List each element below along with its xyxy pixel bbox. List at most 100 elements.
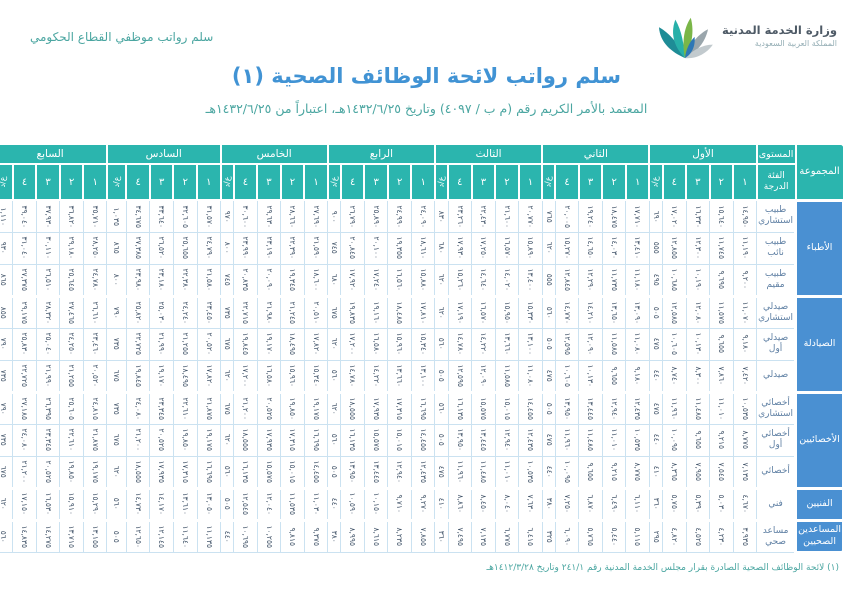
allowance-cell: ٥٦٠ xyxy=(327,423,342,457)
salary-cell: ٣٢,٦٠٥ xyxy=(172,199,198,233)
salary-cell: ١٧,٩٣٥ xyxy=(256,423,282,457)
salary-cell: ١١,٧٤٥ xyxy=(709,231,734,265)
allowance-cell: ٥٦٠ xyxy=(220,455,235,490)
salary-cell: ١٢,٩٤٠ xyxy=(494,423,520,457)
allowance-header: ع/د xyxy=(648,163,664,201)
allowance-cell: ٥٦٠ xyxy=(434,391,449,425)
salary-cell: ٩,٦٥٥ xyxy=(709,327,734,361)
step-header: ٢ xyxy=(601,163,627,201)
salary-cell: ١٤,٧٣٠ xyxy=(125,487,151,522)
salary-cell: ٨,٠٤٠ xyxy=(494,487,520,522)
salary-cell: ٢٦,٣٩٥ xyxy=(35,391,61,425)
salary-cell: ٢٣,٩٩٠ xyxy=(233,231,258,265)
salary-cell: ٢٦,٥٢٠ xyxy=(149,231,174,265)
salary-cell: ٢١,٢٥٥ xyxy=(59,359,84,394)
salary-cell: ١٤,٦٤٠ xyxy=(471,263,496,298)
category-cell: أخصائي xyxy=(756,455,797,490)
salary-cell: ٨,٧٧٥ xyxy=(732,423,758,457)
category-cell: صيدلي أول xyxy=(756,327,797,361)
salary-cell: ١٢,٥٩٥ xyxy=(447,359,473,394)
salary-cell: ١٢,٠٩٠ xyxy=(578,327,603,361)
salary-cell: ١٠,١٣٠ xyxy=(685,327,711,361)
allowance-cell: ٤٤٠ xyxy=(541,455,556,490)
salary-cell: ٥,٠٣٠ xyxy=(709,487,734,522)
salary-cell: ١٧,٧١٠ xyxy=(625,199,650,233)
group-cell: الأطباء xyxy=(794,198,845,298)
ministry-palm-logo-icon xyxy=(658,17,713,59)
allowance-cell: ٦٢٠ xyxy=(220,423,235,457)
step-header: ٤ xyxy=(125,163,151,201)
allowance-cell: ٧٣٥ xyxy=(106,391,127,425)
salary-cell: ١٠,١٣٠ xyxy=(578,359,603,394)
allowance-cell: ٨٦٥ xyxy=(106,231,127,265)
salary-cell: ١١,١٨٠ xyxy=(625,263,650,298)
salary-cell: ٢٠,٠٠٥ xyxy=(554,199,580,233)
salary-cell: ٩,٦٥٥ xyxy=(601,359,627,394)
salary-cell: ١٧,٩٣٥ xyxy=(363,391,389,425)
salary-cell: ٥,٤٤٠ xyxy=(601,519,627,553)
salary-cell: ١٠,٦٠٥ xyxy=(554,359,580,394)
group-cell: المساعدين الصحيين xyxy=(794,518,845,554)
table-row: الفنيين فني ٤,٦٧٠ ٥,٠٣٠ ٥,٣٩٠ ٥,٧٥٠ ٣٦٠ ٦,١١٠ ٦,… xyxy=(0,486,845,522)
salary-cell: ٢٣,٢٦٠ xyxy=(447,199,473,233)
category-cell: صيدلي استشاري xyxy=(756,295,797,329)
step-header: ٤ xyxy=(339,163,366,201)
step-header: ٣ xyxy=(685,163,711,201)
salary-cell: ١٤,٠٣٠ xyxy=(601,231,627,265)
salary-cell: ٢٠,٨٣٥ xyxy=(233,263,258,298)
allowance-cell: ٧٣٥ xyxy=(0,423,14,457)
salary-cell: ٣٤,٦٧٥ xyxy=(125,199,151,233)
salary-cell: ٧,١٣٥ xyxy=(732,455,758,490)
salary-cell: ١١,٤٨٥ xyxy=(471,455,496,490)
salary-cell: ٢٠,٥٢٠ xyxy=(196,327,222,361)
allowance-cell: ٥٦٠ xyxy=(106,487,127,522)
allowance-cell: ٧٣٥ xyxy=(106,327,127,361)
salary-cell: ٢٥,٨٢٠ xyxy=(125,295,151,329)
category-cell: طبيب استشاري xyxy=(756,199,797,233)
salary-cell: ٧,٥٤٥ xyxy=(709,455,734,490)
salary-cell: ٢٧,٦٩٠ xyxy=(303,199,329,233)
salary-cell: ١٧,١٥٠ xyxy=(12,487,37,522)
salary-cell: ١٦,٥٨٠ xyxy=(256,359,282,394)
group-column-header: المجموعة xyxy=(794,143,845,201)
salary-cell: ١٨,٥٥٥ xyxy=(340,391,365,425)
salary-cell: ١٨,٦١٠ xyxy=(410,231,436,265)
salary-cell: ١٤,٤٥٥ xyxy=(518,391,543,425)
allowance-cell: ٦٧٥ xyxy=(0,455,14,490)
allowance-cell: ٥٦٠ xyxy=(541,295,556,329)
salary-cell: ١١,٤٨٥ xyxy=(578,423,603,457)
salary-cell: ٤,٢٣٠ xyxy=(709,519,734,553)
salary-cell: ٧,٩٥٥ xyxy=(685,455,711,490)
salary-cell: ٢٠,٥١٠ xyxy=(303,295,329,329)
allowance-cell: ٧٩٠ xyxy=(0,391,14,425)
table-row: الأخصائيين أخصائي استشاري ١٠,٥٣٥ ١١,٠١٠ ١١,٤… xyxy=(0,390,845,490)
salary-cell: ١٣,٩٥٠ xyxy=(447,423,473,457)
allowance-cell: ٥٠٥ xyxy=(434,423,449,457)
allowance-cell: ٤٤٠ xyxy=(648,423,664,457)
salary-cell: ٩,٦٥٥ xyxy=(578,455,603,490)
step-header: ٣ xyxy=(363,163,389,201)
salary-cell: ٣٦,٨٢٠ xyxy=(59,199,84,233)
salary-cell: ٢١,٢٤٥ xyxy=(280,295,305,329)
salary-cell: ٥,٧٦٥ xyxy=(578,519,603,553)
allowance-cell: ٦٧٥ xyxy=(106,423,127,457)
salary-cell: ١٢,٠٩٠ xyxy=(471,359,496,394)
salary-cell: ١١,٥٨٥ xyxy=(494,359,520,394)
salary-cell: ١٣,٤١٠ xyxy=(625,231,650,265)
level-corner-header: المستوى xyxy=(755,143,797,165)
salary-cell: ٧,٨٦٠ xyxy=(709,359,734,394)
table-row: صيدلي ٧,٤٢٠ ٧,٨٦٠ ٨,٣٠٠ ٨,٧٤٠ ٤٤٠ ٩,١٨٠ ٩,٦٥٥ ١٠… xyxy=(0,359,844,394)
step-header: ٣ xyxy=(148,163,175,201)
level-header: الأول xyxy=(648,143,758,165)
allowance-cell: ٨٣٠ xyxy=(434,199,449,233)
salary-cell: ١٨,٥٥٥ xyxy=(233,423,258,457)
salary-cell: ١٠,٦٩٥ xyxy=(233,519,258,553)
salary-cell: ١٤,٤٥٥ xyxy=(303,455,329,490)
salary-cell: ١٠,٥٣٥ xyxy=(732,391,758,425)
salary-cell: ١٥,٩٦٠ xyxy=(280,359,305,394)
salary-cell: ١٨,٤٩٥ xyxy=(172,359,198,394)
salary-cell: ٢٤,٧٨٠ xyxy=(82,263,108,298)
allowance-cell: ٣٢٥ xyxy=(541,519,556,553)
salary-cell: ١١,٥٨٥ xyxy=(601,327,627,361)
salary-cell: ٢٣,٤٥٠ xyxy=(196,295,222,329)
